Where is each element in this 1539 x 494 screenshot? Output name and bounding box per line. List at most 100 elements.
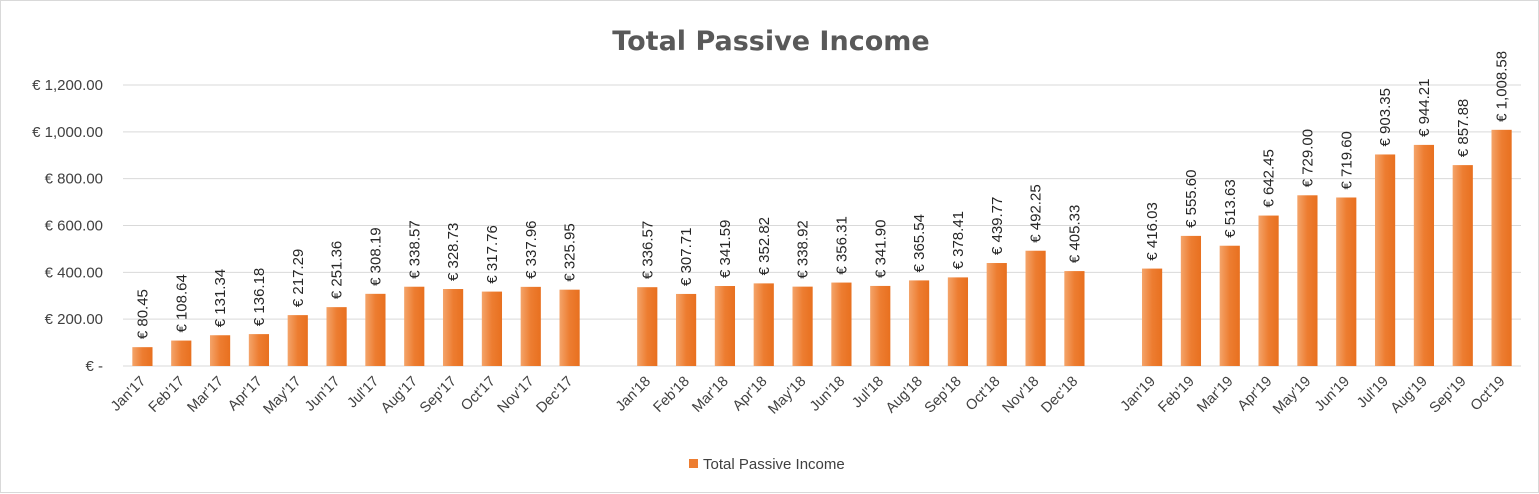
x-tick-label: Feb'18: [651, 374, 693, 416]
bar: [947, 277, 969, 366]
bar: [831, 282, 852, 366]
chart-title: Total Passive Income: [612, 26, 929, 57]
bar: [248, 334, 270, 366]
x-tick-label: Sep'17: [417, 374, 460, 417]
data-label: € 325.95: [562, 223, 579, 281]
y-tick-label: € 1,000.00: [32, 124, 103, 141]
bar: [1141, 268, 1163, 366]
data-label: € 80.45: [134, 289, 151, 339]
x-tick-label: Dec'17: [533, 374, 576, 417]
x-tick-label: Jan'19: [1118, 374, 1159, 415]
bar: [171, 340, 192, 366]
bar: [209, 335, 231, 366]
data-label: € 341.59: [717, 220, 734, 278]
x-tick-label: Mar'18: [689, 374, 731, 416]
data-label: € 317.76: [484, 225, 501, 283]
data-label: € 352.82: [756, 217, 773, 275]
legend-swatch: [689, 459, 698, 468]
bars: [132, 129, 1512, 366]
bar: [1491, 129, 1512, 366]
data-label: € 405.33: [1066, 205, 1083, 263]
data-label: € 729.00: [1299, 129, 1316, 187]
bar: [675, 293, 697, 366]
x-tick-label: Sep'18: [922, 374, 965, 417]
x-tick-label: Aug'18: [883, 374, 926, 417]
bar: [1064, 271, 1085, 366]
x-tick-label: May'18: [765, 374, 809, 418]
bar: [481, 291, 503, 366]
x-tick-label: Aug'19: [1388, 374, 1431, 417]
data-label: € 328.73: [445, 223, 462, 281]
data-label: € 903.35: [1377, 88, 1394, 146]
data-label: € 108.64: [173, 274, 190, 332]
data-label: € 555.60: [1183, 170, 1200, 228]
bar: [1336, 197, 1357, 366]
y-tick-label: € 200.00: [45, 311, 103, 328]
data-label: € 642.45: [1261, 149, 1278, 207]
data-label: € 338.92: [795, 220, 812, 278]
data-label: € 944.21: [1416, 79, 1433, 137]
bar: [1180, 235, 1202, 366]
data-label: € 365.54: [911, 214, 928, 272]
bar: [287, 315, 308, 366]
data-label: € 1,008.58: [1494, 51, 1511, 122]
data-label: € 308.19: [367, 227, 384, 285]
bar: [792, 286, 813, 366]
bar: [365, 293, 386, 366]
data-labels: € 80.45 € 108.64 € 131.34 € 136.18 € 217.29 €…: [134, 51, 1510, 339]
data-label: € 356.31: [833, 216, 850, 274]
x-tick-label: Nov'17: [495, 374, 538, 417]
bar: [520, 286, 541, 366]
data-label: € 378.41: [950, 211, 967, 269]
legend-label: Total Passive Income: [703, 456, 845, 473]
x-tick-label: Aug'17: [378, 374, 421, 417]
bar: [1219, 245, 1240, 366]
x-tick-label: Oct'17: [458, 374, 499, 415]
x-tick-label: Jan'18: [613, 374, 654, 415]
y-axis-ticks: € - € 200.00 € 400.00 € 600.00 € 800.00 € 1,0…: [32, 77, 103, 375]
data-label: € 857.88: [1455, 99, 1472, 157]
bar: [1258, 215, 1279, 366]
bar: [1297, 195, 1318, 366]
bar: [637, 287, 658, 366]
data-label: € 416.03: [1144, 202, 1161, 260]
x-tick-label: Apr'17: [225, 374, 266, 415]
bar: [1452, 165, 1473, 366]
x-tick-label: Apr'18: [730, 374, 771, 415]
x-tick-label: Jun'19: [1312, 374, 1353, 415]
x-tick-label: May'17: [261, 374, 305, 418]
x-tick-label: Jul'18: [849, 374, 887, 412]
x-tick-label: Feb'17: [146, 374, 188, 416]
legend: Total Passive Income: [689, 456, 845, 473]
x-tick-label: Apr'19: [1235, 374, 1276, 415]
bar: [132, 347, 153, 366]
y-tick-label: € 400.00: [45, 264, 103, 281]
x-tick-label: Dec'18: [1038, 374, 1081, 417]
x-tick-label: Jun'18: [807, 374, 848, 415]
data-label: € 307.71: [678, 228, 695, 286]
x-tick-label: Jun'17: [302, 374, 343, 415]
bar: [870, 285, 891, 366]
bar: [1413, 144, 1435, 366]
bar: [908, 280, 930, 366]
data-label: € 513.63: [1222, 179, 1239, 237]
x-tick-label: Mar'19: [1194, 374, 1236, 416]
x-tick-label: Oct'19: [1468, 374, 1509, 415]
data-label: € 251.36: [329, 241, 346, 299]
y-tick-label: € 1,200.00: [32, 77, 103, 94]
data-label: € 492.25: [1028, 184, 1045, 242]
gridlines: [123, 84, 1521, 367]
data-label: € 131.34: [212, 269, 229, 327]
x-tick-label: May'19: [1270, 374, 1314, 418]
data-label: € 341.90: [872, 220, 889, 278]
data-label: € 719.60: [1338, 131, 1355, 189]
y-tick-label: € 800.00: [45, 171, 103, 188]
data-label: € 337.96: [523, 220, 540, 278]
x-tick-label: Oct'18: [963, 374, 1004, 415]
x-tick-label: Feb'19: [1155, 374, 1197, 416]
x-tick-label: Mar'17: [185, 374, 227, 416]
bar: [714, 286, 736, 366]
x-tick-label: Jan'17: [108, 374, 149, 415]
bar: [1374, 154, 1396, 366]
